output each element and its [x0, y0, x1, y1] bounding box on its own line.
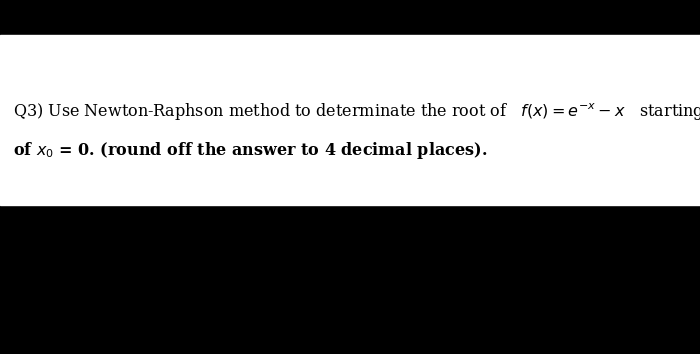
Text: of $x_0$ = 0. (round off the answer to 4 decimal places).: of $x_0$ = 0. (round off the answer to 4… [13, 140, 487, 161]
Text: Q3) Use Newton-Raphson method to determinate the root of   $f(x) = e^{-x} - x$  : Q3) Use Newton-Raphson method to determi… [13, 101, 700, 122]
Bar [0, 35, 700, 205]
